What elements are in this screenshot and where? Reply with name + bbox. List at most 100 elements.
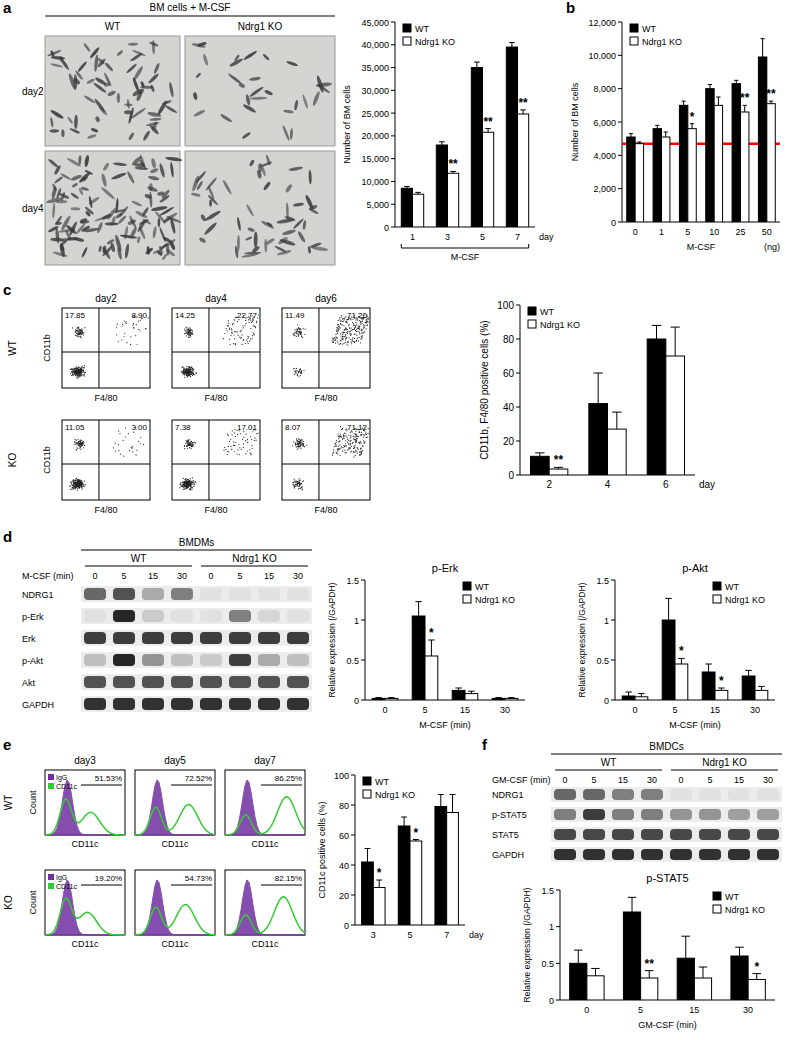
cell (54, 176, 64, 185)
event-dot (298, 445, 299, 446)
event-dot (338, 320, 339, 321)
event-dot (186, 370, 187, 371)
event-dot (81, 485, 82, 486)
event-dot (224, 447, 225, 448)
event-dot (79, 371, 80, 372)
event-dot (295, 370, 296, 371)
event-dot (77, 371, 78, 372)
event-dot (80, 368, 81, 369)
event-dot (300, 329, 301, 330)
event-dot (189, 375, 190, 376)
event-dot (75, 485, 76, 486)
event-dot (82, 442, 83, 443)
event-dot (188, 485, 189, 486)
event-dot (250, 338, 251, 339)
event-dot (342, 337, 343, 338)
event-dot (79, 370, 80, 371)
event-dot (77, 336, 78, 337)
event-dot (78, 485, 79, 486)
event-dot (78, 482, 79, 483)
cell (138, 218, 149, 226)
event-dot (82, 441, 83, 442)
event-dot (247, 341, 248, 342)
event-dot (83, 443, 84, 444)
event-dot (189, 333, 190, 334)
event-dot (187, 487, 188, 488)
event-dot (80, 485, 81, 486)
event-dot (195, 442, 196, 443)
event-dot (71, 375, 72, 376)
event-dot (368, 433, 369, 434)
event-dot (358, 337, 359, 338)
cell (261, 161, 273, 168)
event-dot (79, 484, 80, 485)
cell (86, 78, 95, 85)
event-dot (340, 323, 341, 324)
event-dot (187, 373, 188, 374)
event-dot (75, 372, 76, 373)
event-dot (186, 370, 187, 371)
event-dot (190, 444, 191, 445)
cell (55, 215, 63, 225)
event-dot (334, 337, 335, 338)
event-dot (347, 322, 348, 323)
event-dot (360, 434, 361, 435)
event-dot (189, 371, 190, 372)
event-dot (347, 333, 348, 334)
event-dot (190, 486, 191, 487)
event-dot (81, 442, 82, 443)
event-dot (80, 484, 81, 485)
event-dot (300, 375, 301, 376)
event-dot (353, 325, 354, 326)
event-dot (82, 442, 83, 443)
event-dot (245, 440, 246, 441)
event-dot (72, 371, 73, 372)
event-dot (81, 372, 82, 373)
event-dot (122, 324, 123, 325)
event-dot (189, 442, 190, 443)
event-dot (183, 372, 184, 373)
event-dot (182, 486, 183, 487)
event-dot (77, 374, 78, 375)
event-dot (79, 485, 80, 486)
event-dot (76, 331, 77, 332)
cell (126, 99, 130, 109)
event-dot (188, 374, 189, 375)
cell (193, 109, 206, 118)
event-dot (79, 371, 80, 372)
event-dot (75, 487, 76, 488)
event-dot (74, 486, 75, 487)
cell (166, 248, 176, 257)
cell (200, 214, 207, 222)
axis-label: F4/80 (314, 393, 337, 403)
event-dot (248, 322, 249, 323)
event-dot (190, 369, 191, 370)
cell (140, 81, 145, 88)
event-dot (244, 325, 245, 326)
event-dot (256, 322, 257, 323)
event-dot (75, 488, 76, 489)
event-dot (73, 480, 74, 481)
event-dot (77, 484, 78, 485)
event-dot (184, 483, 185, 484)
event-dot (186, 374, 187, 375)
event-dot (76, 449, 77, 450)
event-dot (305, 328, 306, 329)
event-dot (76, 372, 77, 373)
event-dot (252, 335, 253, 336)
cell (260, 220, 274, 230)
event-dot (73, 482, 74, 483)
cell (81, 175, 88, 182)
event-dot (185, 482, 186, 483)
event-dot (298, 488, 299, 489)
event-dot (81, 334, 82, 335)
event-dot (189, 370, 190, 371)
event-dot (185, 369, 186, 370)
cell (132, 49, 146, 57)
cell (205, 177, 218, 192)
event-dot (79, 332, 80, 333)
event-dot (192, 442, 193, 443)
event-dot (189, 369, 190, 370)
event-dot (80, 370, 81, 371)
event-dot (79, 486, 80, 487)
